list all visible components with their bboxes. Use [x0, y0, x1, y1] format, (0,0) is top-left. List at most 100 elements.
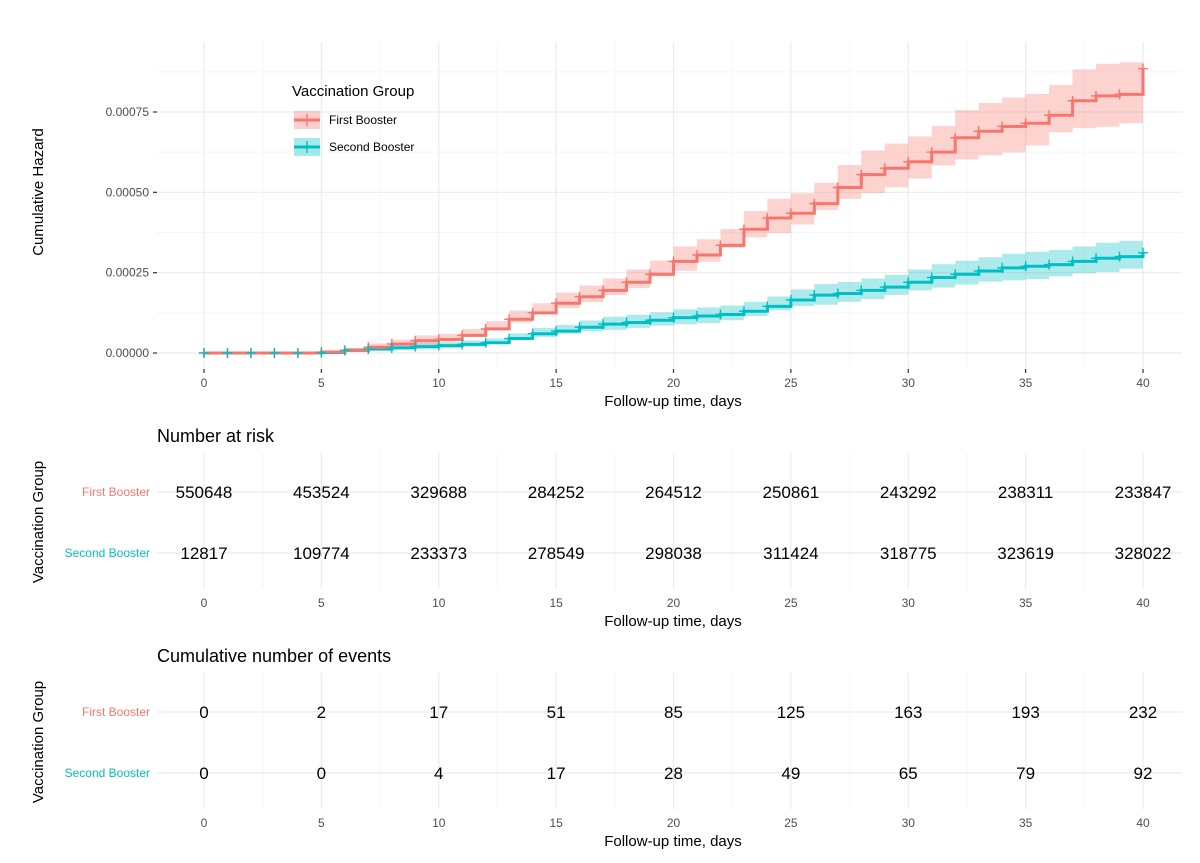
first-booster-censor-mark	[1138, 63, 1148, 74]
second-booster-censor-mark	[527, 328, 538, 339]
first-booster-censor-mark	[457, 330, 468, 341]
second-booster-censor-mark	[1138, 247, 1148, 258]
p2-cell: 243292	[880, 483, 937, 502]
first-booster-censor-mark	[738, 224, 749, 235]
p3-cell: 193	[1011, 703, 1039, 722]
hazard-y-ticks: 0.00000 0.00025 0.00050 0.00075	[106, 105, 157, 360]
second-booster-censor-mark	[222, 348, 233, 358]
first-booster-censor-mark	[480, 323, 491, 334]
p2-cell: 233373	[410, 544, 467, 563]
hazard-y-axis-title: Cumulative Hazard	[30, 128, 47, 256]
p2-cell: 233847	[1115, 483, 1172, 502]
p3-cell: 17	[429, 703, 448, 722]
second-booster-censor-mark	[269, 348, 280, 358]
hazard-x-axis-title: Follow-up time, days	[604, 393, 742, 410]
first-booster-censor-mark	[691, 249, 702, 260]
p3-row-label: Second Booster	[65, 766, 150, 780]
hazard-x-tick-label: 5	[318, 376, 325, 390]
second-booster-censor-mark	[433, 340, 444, 351]
first-booster-censor-mark	[504, 314, 515, 325]
p2-x-tick-label: 25	[784, 596, 798, 610]
p2-x-tick-label: 20	[667, 596, 681, 610]
p3-cell: 0	[317, 764, 326, 783]
first-booster-censor-mark	[973, 126, 984, 137]
p2-cell: 264512	[645, 483, 702, 502]
p3-x-tick-label: 40	[1136, 816, 1150, 830]
second-booster-censor-mark	[245, 348, 256, 358]
hazard-x-tick-label: 0	[201, 376, 208, 390]
first-booster-censor-mark	[1067, 95, 1078, 106]
hazard-x-ticks: 0 5 10 15 20 25 30 35 40	[201, 369, 1150, 390]
first-booster-censor-mark	[785, 208, 796, 219]
p2-row-label: First Booster	[82, 485, 150, 499]
first-booster-censor-mark	[715, 240, 726, 251]
p2-x-tick-label: 30	[902, 596, 916, 610]
second-booster-censor-mark	[199, 348, 209, 358]
p3-cell: 85	[664, 703, 683, 722]
hazard-x-tick-label: 10	[432, 376, 446, 390]
p2-cell: 329688	[410, 483, 467, 502]
p2-x-tick-label: 5	[318, 596, 325, 610]
p3-x-tick-label: 0	[201, 816, 208, 830]
first-booster-censor-mark	[551, 298, 562, 309]
p2-cell: 453524	[293, 483, 350, 502]
p2-row-label: Second Booster	[65, 546, 150, 560]
second-booster-censor-mark	[738, 306, 749, 317]
first-booster-censor-mark	[832, 182, 843, 193]
hazard-x-tick-label: 35	[1019, 376, 1033, 390]
p3-cell: 163	[894, 703, 922, 722]
second-booster-censor-mark	[903, 277, 914, 288]
hazard-plot-censor-marks	[199, 63, 1148, 358]
second-booster-censor-mark	[879, 282, 890, 293]
p2-x-tick-label: 35	[1019, 596, 1033, 610]
hazard-x-tick-label: 40	[1136, 376, 1150, 390]
p2-x-tick-label: 15	[549, 596, 563, 610]
p2-cell: 278549	[528, 544, 585, 563]
second-booster-censor-mark	[386, 342, 397, 353]
first-booster-censor-mark	[879, 163, 890, 174]
p3-cell: 232	[1129, 703, 1157, 722]
second-booster-censor-mark	[997, 262, 1008, 273]
second-booster-censor-mark	[785, 294, 796, 305]
legend-label-second-booster: Second Booster	[329, 140, 414, 154]
p3-x-tick-label: 35	[1019, 816, 1033, 830]
p3-cell: 65	[899, 764, 918, 783]
legend-label-first-booster: First Booster	[329, 113, 397, 127]
first-booster-censor-mark	[903, 156, 914, 167]
p3-cell: 92	[1134, 764, 1153, 783]
second-booster-censor-mark	[621, 317, 632, 328]
second-booster-censor-mark	[457, 339, 468, 350]
p3-cell: 51	[547, 703, 566, 722]
second-booster-censor-mark	[715, 309, 726, 320]
first-booster-censor-mark	[997, 121, 1008, 132]
first-booster-censor-mark	[598, 285, 609, 296]
first-booster-censor-mark	[1114, 89, 1125, 100]
second-booster-censor-mark	[973, 266, 984, 277]
second-booster-censor-mark	[668, 312, 679, 323]
second-booster-censor-mark	[598, 319, 609, 330]
p2-cell: 238311	[998, 483, 1053, 502]
p2-cell: 550648	[176, 483, 233, 502]
second-booster-censor-mark	[1067, 256, 1078, 267]
p3-x-tick-label: 30	[902, 816, 916, 830]
p3-cell: 4	[434, 764, 443, 783]
first-booster-censor-mark	[621, 277, 632, 288]
p2-x-tick-label: 10	[432, 596, 446, 610]
number-at-risk-x-axis-title: Follow-up time, days	[604, 613, 742, 630]
cumulative-events-cells: 0 2 17 51 85 125 163 193 232 0 0 4 17 28 49 65 79 92	[199, 703, 1157, 783]
cumulative-events-row-labels: First Booster Second Booster	[65, 705, 150, 780]
hazard-x-tick-label: 15	[549, 376, 563, 390]
second-booster-censor-mark	[1091, 253, 1102, 264]
p3-x-tick-label: 20	[667, 816, 681, 830]
number-at-risk-x-ticks: 0 5 10 15 20 25 30 35 40	[201, 596, 1150, 610]
hazard-x-tick-label: 20	[667, 376, 681, 390]
number-at-risk-title: Number at risk	[157, 426, 275, 446]
p3-cell: 79	[1016, 764, 1035, 783]
second-booster-censor-mark	[339, 345, 350, 356]
legend: Vaccination Group First Booster Second Bo…	[292, 83, 414, 156]
second-booster-censor-mark	[832, 288, 843, 299]
cumulative-events-title: Cumulative number of events	[157, 646, 391, 666]
second-booster-censor-mark	[551, 326, 562, 337]
second-booster-censor-mark	[950, 269, 961, 280]
